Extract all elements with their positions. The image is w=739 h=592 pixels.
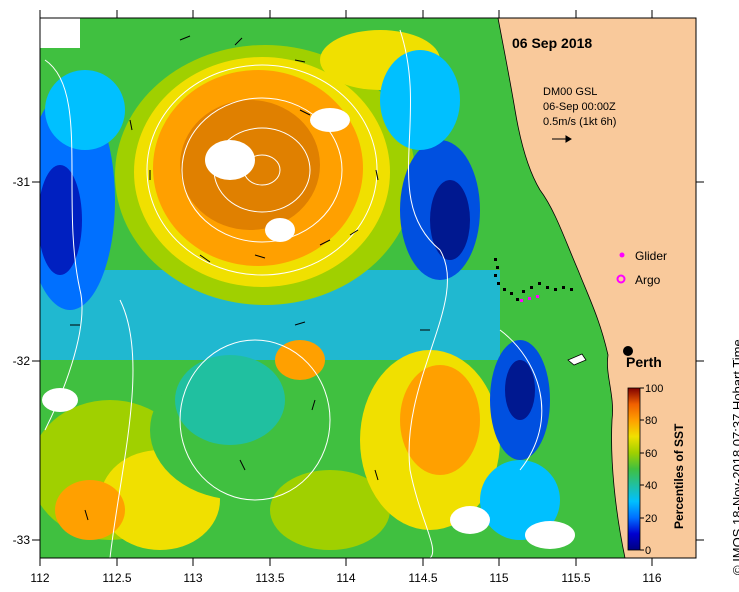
legend: Glider Argo xyxy=(616,249,667,287)
x-tick-label: 113.5 xyxy=(255,571,284,585)
colorbar: 0 20 40 60 80 100 Percentiles of SST xyxy=(627,383,686,557)
x-tick-label: 113 xyxy=(183,571,202,585)
colorbar-gradient xyxy=(627,387,641,551)
x-tick-label: 115 xyxy=(489,571,508,585)
colorbar-tick: 40 xyxy=(645,480,657,492)
x-axis xyxy=(39,10,653,566)
map-date: 06 Sep 2018 xyxy=(512,35,592,51)
imos-credit: © IMOS 18-Nov-2018 07:37 Hobart Time xyxy=(730,339,739,575)
legend-argo-label: Argo xyxy=(635,273,661,287)
current-source: DM00 GSL xyxy=(543,86,597,98)
colorbar-tick: 60 xyxy=(645,448,657,460)
glider-marker-icon xyxy=(619,252,625,258)
x-tick-label: 114 xyxy=(336,571,355,585)
current-time: 06-Sep 00:00Z xyxy=(543,101,616,113)
sea-level-contours xyxy=(44,29,543,558)
glider-recent-track xyxy=(520,295,539,302)
x-tick-label: 112.5 xyxy=(102,571,131,585)
x-tick-label: 115.5 xyxy=(561,571,590,585)
colorbar-tick: 80 xyxy=(645,415,657,427)
argo-marker-icon xyxy=(616,274,626,284)
colorbar-tick: 20 xyxy=(645,513,657,525)
perth-marker-icon xyxy=(623,346,633,356)
rottnest-island xyxy=(567,353,587,366)
colorbar-title: Percentiles of SST xyxy=(672,423,686,529)
colorbar-tick: 0 xyxy=(645,545,651,557)
colorbar-tick: 100 xyxy=(645,383,663,395)
glider-track xyxy=(494,258,573,301)
current-arrows xyxy=(70,35,430,521)
x-tick-labels: 112 112.5 113 113.5 114 114.5 115 115.5 … xyxy=(30,571,661,585)
y-tick-label: -33 xyxy=(13,533,31,547)
y-tick-label: -31 xyxy=(13,175,31,189)
city-label-perth: Perth xyxy=(626,354,662,370)
plot-frame xyxy=(39,17,697,559)
y-tick-label: -32 xyxy=(13,354,31,368)
x-tick-label: 114.5 xyxy=(408,571,437,585)
y-tick-labels: -31 -32 -33 xyxy=(13,175,31,547)
x-tick-label: 112 xyxy=(30,571,49,585)
y-axis xyxy=(32,181,704,541)
scale-arrow-icon xyxy=(552,135,572,143)
land-western-australia xyxy=(497,17,697,559)
current-scale: 0.5m/s (1kt 6h) xyxy=(543,116,616,128)
x-tick-label: 116 xyxy=(642,571,661,585)
legend-glider-label: Glider xyxy=(635,249,667,263)
